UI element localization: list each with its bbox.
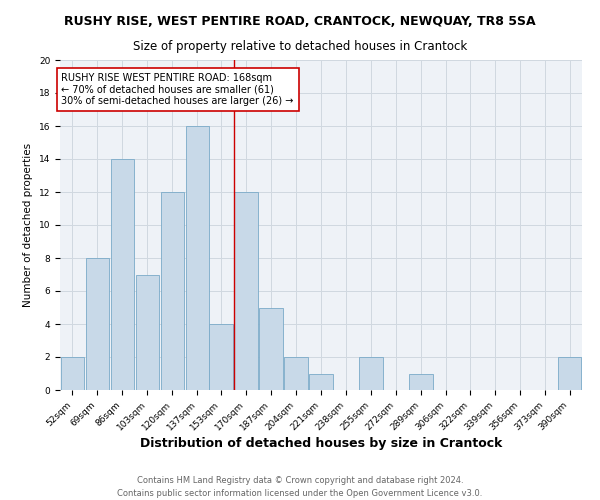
Y-axis label: Number of detached properties: Number of detached properties <box>23 143 33 307</box>
Bar <box>309 374 333 390</box>
Bar <box>161 192 184 390</box>
Bar <box>234 192 258 390</box>
Bar <box>259 308 283 390</box>
Bar <box>185 126 209 390</box>
Text: RUSHY RISE, WEST PENTIRE ROAD, CRANTOCK, NEWQUAY, TR8 5SA: RUSHY RISE, WEST PENTIRE ROAD, CRANTOCK,… <box>64 15 536 28</box>
Text: RUSHY RISE WEST PENTIRE ROAD: 168sqm
← 70% of detached houses are smaller (61)
3: RUSHY RISE WEST PENTIRE ROAD: 168sqm ← 7… <box>61 73 294 106</box>
Bar <box>61 357 85 390</box>
Text: Contains public sector information licensed under the Open Government Licence v3: Contains public sector information licen… <box>118 488 482 498</box>
Text: Contains HM Land Registry data © Crown copyright and database right 2024.: Contains HM Land Registry data © Crown c… <box>137 476 463 485</box>
Bar <box>209 324 233 390</box>
Text: Size of property relative to detached houses in Crantock: Size of property relative to detached ho… <box>133 40 467 53</box>
Bar <box>359 357 383 390</box>
Bar <box>284 357 308 390</box>
Bar <box>557 357 581 390</box>
X-axis label: Distribution of detached houses by size in Crantock: Distribution of detached houses by size … <box>140 438 502 450</box>
Bar <box>136 274 160 390</box>
Bar <box>110 159 134 390</box>
Bar <box>409 374 433 390</box>
Bar <box>86 258 109 390</box>
